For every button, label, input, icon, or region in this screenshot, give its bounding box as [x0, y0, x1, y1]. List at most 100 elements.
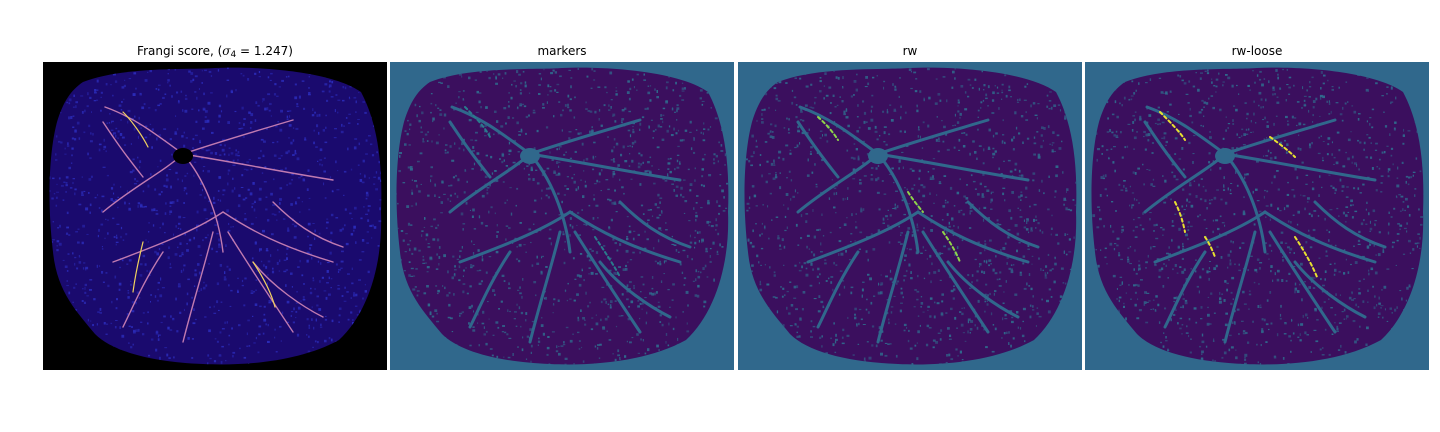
- texture-speck: [636, 333, 639, 336]
- texture-speck: [452, 176, 455, 179]
- texture-speck: [919, 90, 922, 93]
- texture-speck: [196, 96, 198, 100]
- texture-speck: [462, 223, 466, 225]
- texture-speck: [334, 128, 337, 130]
- texture-speck: [1181, 147, 1184, 150]
- texture-speck: [516, 303, 518, 306]
- texture-speck: [222, 189, 226, 192]
- texture-speck: [581, 346, 583, 349]
- texture-speck: [1161, 137, 1164, 139]
- texture-speck: [1199, 275, 1202, 278]
- texture-speck: [818, 228, 821, 231]
- texture-speck: [979, 252, 982, 255]
- texture-speck: [1182, 247, 1185, 250]
- texture-speck: [159, 227, 161, 229]
- texture-speck: [883, 193, 887, 195]
- texture-speck: [676, 166, 680, 169]
- texture-speck: [163, 184, 166, 187]
- texture-speck: [1017, 98, 1019, 102]
- texture-speck: [886, 110, 889, 114]
- texture-speck: [965, 197, 969, 200]
- texture-speck: [964, 91, 967, 94]
- texture-speck: [585, 108, 588, 110]
- texture-speck: [1059, 300, 1062, 303]
- texture-speck: [832, 343, 835, 347]
- texture-speck: [585, 224, 588, 226]
- texture-speck: [1121, 228, 1124, 232]
- texture-speck: [273, 154, 277, 157]
- texture-speck: [227, 182, 229, 186]
- texture-speck: [505, 225, 509, 227]
- texture-speck: [139, 160, 142, 163]
- texture-speck: [250, 121, 253, 124]
- texture-speck: [479, 70, 482, 73]
- texture-speck: [1230, 183, 1233, 184]
- texture-speck: [1375, 82, 1378, 85]
- texture-speck: [853, 143, 856, 145]
- texture-speck: [431, 315, 435, 318]
- texture-speck: [416, 184, 418, 188]
- texture-speck: [257, 104, 260, 107]
- texture-speck: [821, 345, 823, 348]
- texture-speck: [115, 241, 119, 243]
- texture-speck: [66, 211, 69, 215]
- texture-speck: [321, 276, 324, 279]
- texture-speck: [164, 93, 167, 95]
- texture-speck: [577, 318, 580, 322]
- texture-speck: [1268, 80, 1270, 84]
- texture-speck: [618, 266, 621, 268]
- texture-speck: [98, 228, 100, 232]
- texture-speck: [285, 76, 288, 78]
- texture-speck: [160, 191, 163, 193]
- texture-speck: [438, 81, 441, 84]
- texture-speck: [610, 300, 613, 304]
- texture-speck: [268, 300, 271, 303]
- texture-speck: [1377, 312, 1381, 315]
- texture-speck: [835, 212, 837, 214]
- texture-speck: [84, 283, 87, 287]
- texture-speck: [1235, 356, 1238, 360]
- texture-speck: [106, 122, 109, 124]
- texture-speck: [965, 202, 967, 204]
- texture-speck: [202, 239, 204, 242]
- texture-speck: [1002, 192, 1005, 196]
- texture-speck: [204, 120, 208, 123]
- texture-speck: [314, 229, 316, 233]
- texture-speck: [907, 227, 911, 230]
- texture-speck: [718, 212, 720, 215]
- texture-speck: [633, 86, 635, 89]
- texture-speck: [354, 206, 357, 210]
- texture-speck: [1050, 227, 1053, 230]
- texture-speck: [1246, 117, 1248, 120]
- texture-speck: [337, 287, 341, 290]
- texture-speck: [409, 123, 412, 126]
- texture-speck: [766, 160, 769, 163]
- texture-speck: [1008, 209, 1011, 213]
- texture-speck: [988, 259, 992, 262]
- texture-speck: [1000, 173, 1003, 175]
- texture-speck: [267, 323, 269, 327]
- texture-speck: [202, 166, 206, 168]
- texture-speck: [257, 157, 261, 159]
- texture-speck: [1184, 299, 1188, 302]
- vessel-line: [816, 250, 860, 329]
- texture-speck: [909, 347, 913, 350]
- texture-speck: [1405, 197, 1408, 201]
- texture-speck: [893, 182, 895, 184]
- texture-speck: [457, 178, 460, 182]
- texture-speck: [1268, 328, 1270, 331]
- texture-speck: [530, 166, 533, 169]
- texture-speck: [996, 92, 1000, 94]
- texture-speck: [260, 260, 263, 263]
- texture-speck: [85, 266, 89, 270]
- texture-speck: [629, 145, 631, 147]
- texture-speck: [1261, 328, 1264, 331]
- texture-speck: [1203, 101, 1206, 104]
- texture-speck: [287, 229, 290, 232]
- texture-speck: [286, 300, 290, 304]
- texture-speck: [677, 145, 680, 148]
- texture-speck: [355, 241, 357, 244]
- texture-speck: [956, 191, 960, 195]
- texture-speck: [696, 294, 700, 298]
- texture-speck: [192, 147, 194, 149]
